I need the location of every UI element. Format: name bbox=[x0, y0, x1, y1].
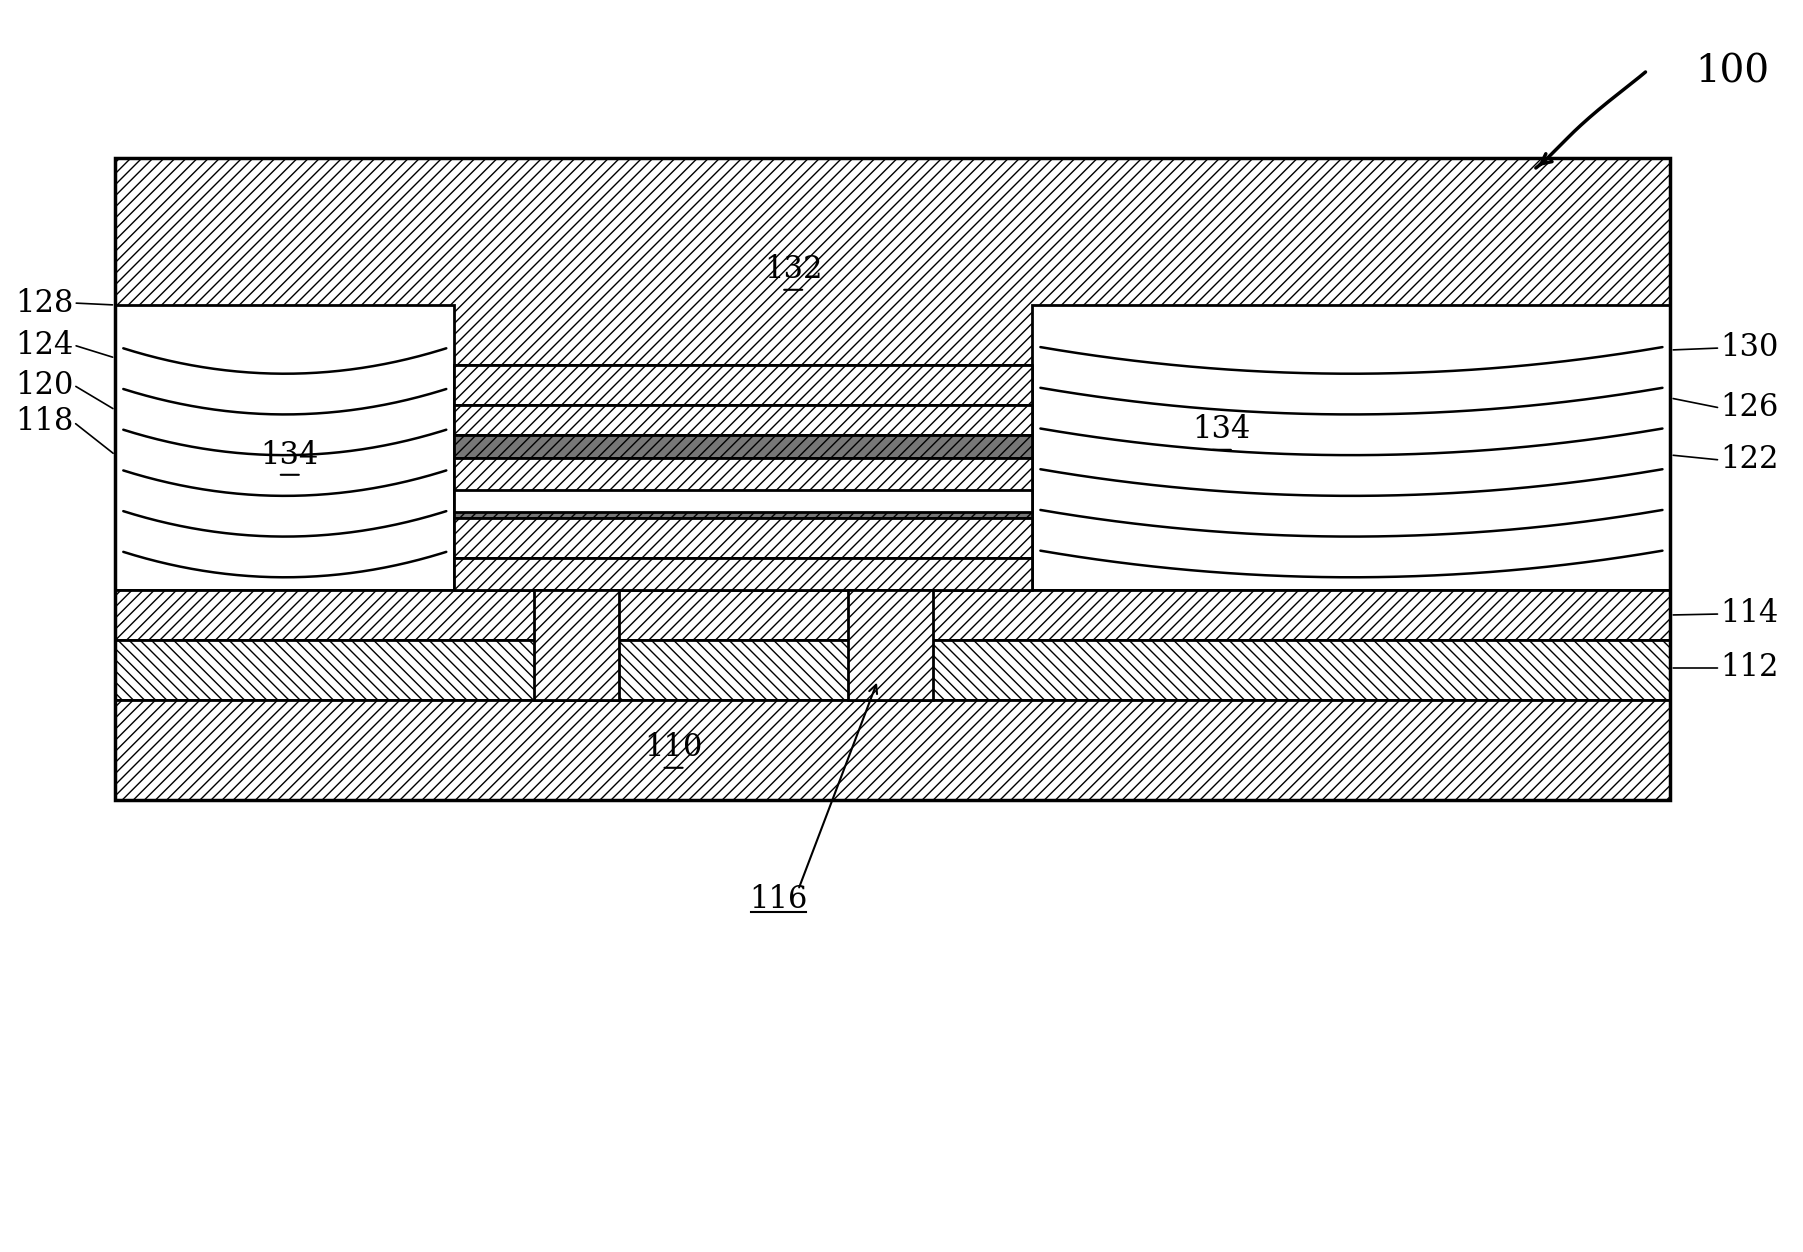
Bar bbox=[534, 590, 618, 700]
Text: 112: 112 bbox=[1720, 652, 1780, 684]
Text: 128: 128 bbox=[14, 288, 74, 318]
Text: 116: 116 bbox=[748, 884, 808, 915]
Bar bbox=[115, 590, 1670, 640]
Bar bbox=[115, 158, 1670, 366]
Bar bbox=[115, 158, 1670, 800]
Bar bbox=[115, 700, 1670, 800]
Text: 100: 100 bbox=[1695, 54, 1769, 90]
Text: 110: 110 bbox=[644, 732, 703, 764]
Text: 126: 126 bbox=[1720, 392, 1778, 423]
Bar bbox=[454, 458, 1033, 495]
Text: 124: 124 bbox=[14, 329, 74, 361]
Bar bbox=[454, 518, 1033, 558]
Bar bbox=[454, 366, 1033, 404]
Bar bbox=[454, 490, 1033, 512]
Text: 130: 130 bbox=[1720, 333, 1778, 363]
Bar bbox=[115, 640, 1670, 700]
Bar bbox=[454, 404, 1033, 434]
Text: 122: 122 bbox=[1720, 444, 1780, 476]
Bar bbox=[1033, 305, 1670, 590]
Text: 120: 120 bbox=[14, 369, 74, 401]
Text: 114: 114 bbox=[1720, 598, 1778, 630]
Bar bbox=[454, 558, 1033, 590]
Text: 118: 118 bbox=[14, 407, 74, 437]
Text: 134: 134 bbox=[261, 439, 319, 471]
Text: 134: 134 bbox=[1194, 414, 1251, 446]
Bar bbox=[454, 434, 1033, 458]
Bar bbox=[847, 590, 932, 700]
Text: 132: 132 bbox=[764, 254, 822, 285]
Bar bbox=[454, 495, 1033, 518]
Bar bbox=[115, 305, 454, 590]
